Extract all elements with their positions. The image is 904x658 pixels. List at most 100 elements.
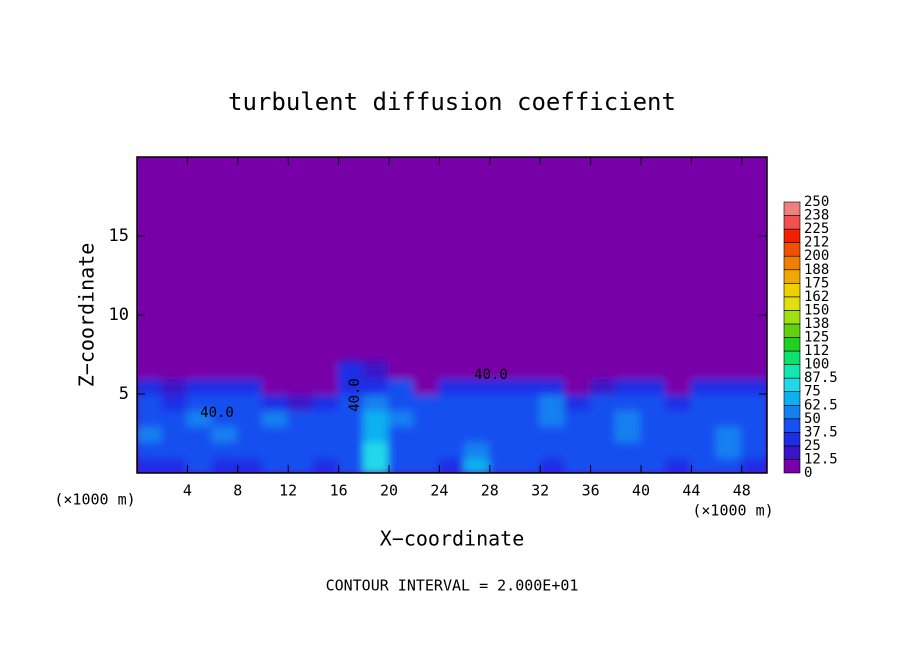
cell — [539, 361, 567, 380]
cell — [137, 440, 164, 459]
cell — [137, 424, 164, 443]
cell — [312, 424, 340, 443]
cell — [211, 393, 239, 411]
cell — [312, 408, 340, 427]
contour-label: 40.0 — [474, 367, 508, 383]
cell — [665, 377, 693, 395]
colorbar-band — [783, 201, 801, 216]
colorbar-band — [783, 350, 801, 365]
cell — [388, 408, 416, 427]
cell — [539, 408, 567, 427]
cell — [715, 440, 743, 459]
cell — [715, 408, 743, 427]
colorbar-band — [783, 459, 801, 474]
cell — [514, 377, 542, 395]
cell — [514, 456, 542, 473]
colorbar-label: 112 — [804, 343, 829, 359]
cell — [388, 361, 416, 380]
cell — [690, 377, 718, 395]
x-tick-label: 44 — [682, 482, 700, 500]
x-tick-label: 8 — [233, 482, 242, 500]
cell — [614, 440, 642, 459]
colorbar-label: 37.5 — [804, 424, 838, 440]
x-unit: (×1000 m) — [692, 502, 773, 520]
colorbar-label: 250 — [804, 194, 829, 210]
y-axis-label: Z−coordinate — [75, 243, 99, 388]
cell — [564, 377, 592, 395]
cell — [312, 393, 340, 411]
cell — [262, 361, 290, 380]
cell — [236, 440, 264, 459]
cell — [514, 361, 542, 380]
cell — [438, 408, 466, 427]
cell — [337, 440, 365, 459]
cell — [740, 456, 767, 473]
cell — [438, 456, 466, 473]
cell — [413, 456, 441, 473]
cell — [262, 424, 290, 443]
cell — [539, 424, 567, 443]
cell — [287, 456, 315, 473]
cell — [640, 377, 668, 395]
cell — [413, 424, 441, 443]
cell — [186, 393, 214, 411]
cell — [564, 393, 592, 411]
cell — [413, 440, 441, 459]
cell — [589, 424, 617, 443]
cell — [186, 424, 214, 443]
colorbar-band — [783, 296, 801, 311]
cell — [740, 361, 767, 380]
cell — [337, 361, 365, 380]
cell — [463, 424, 491, 443]
colorbar-label: 50 — [804, 411, 821, 427]
colorbar-label: 100 — [804, 357, 829, 373]
y-tick-label: 10 — [109, 305, 129, 325]
cell — [337, 377, 365, 395]
cell — [211, 408, 239, 427]
cell — [211, 361, 239, 380]
cell — [413, 408, 441, 427]
cell — [715, 424, 743, 443]
cell — [262, 456, 290, 473]
cell — [388, 424, 416, 443]
x-tick-label: 48 — [733, 482, 751, 500]
cell — [337, 456, 365, 473]
cell — [740, 393, 767, 411]
cell — [312, 361, 340, 380]
cell — [312, 377, 340, 395]
colorbar-label: 188 — [804, 262, 829, 278]
cell — [488, 456, 516, 473]
cell — [589, 456, 617, 473]
colorbar-band — [783, 310, 801, 325]
colorbar-band — [783, 391, 801, 406]
cell — [614, 377, 642, 395]
colorbar-label: 0 — [804, 465, 812, 481]
colorbar-band — [783, 282, 801, 298]
cell — [413, 393, 441, 411]
cell — [488, 393, 516, 411]
colorbar-label: 12.5 — [804, 451, 838, 467]
cell — [488, 424, 516, 443]
cell — [463, 361, 491, 380]
cell — [337, 393, 365, 411]
colorbar-label: 138 — [804, 316, 829, 332]
cell — [388, 440, 416, 459]
cell — [514, 393, 542, 411]
colorbar-band — [783, 228, 801, 243]
colorbar-band — [783, 364, 801, 379]
cell — [614, 393, 642, 411]
cell — [539, 440, 567, 459]
cell — [438, 424, 466, 443]
cell — [715, 361, 743, 380]
cell — [640, 440, 668, 459]
cell — [161, 456, 189, 473]
cell — [186, 408, 214, 427]
cell — [161, 408, 189, 427]
x-tick-label: 36 — [582, 482, 600, 500]
cell — [388, 456, 416, 473]
y-tick-label: 5 — [119, 384, 129, 404]
cell — [236, 456, 264, 473]
cell — [186, 361, 214, 380]
cell — [236, 361, 264, 380]
